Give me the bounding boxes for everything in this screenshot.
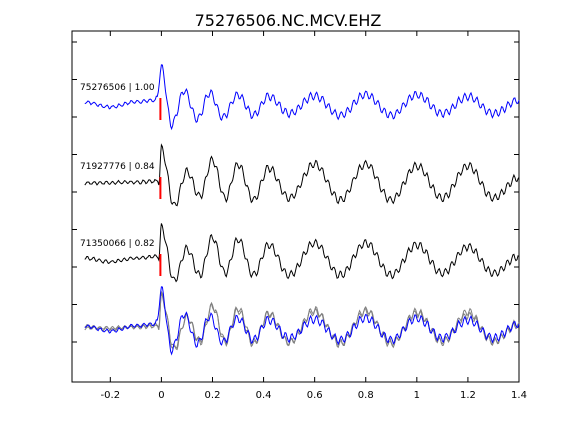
overlay-trace-master: [84, 286, 520, 356]
trace-labels: 75276506 | 1.00 71927776 | 0.84 71350066 |…: [80, 83, 155, 249]
trace-label: 71350066 | 0.82: [80, 239, 155, 249]
x-tick-label: -0.2: [101, 390, 121, 401]
overlay-trace-event: [84, 290, 520, 351]
x-tick-label: 0.2: [205, 390, 221, 401]
y-tick-marks: [72, 41, 519, 343]
trace-label: 71927776 | 0.84: [80, 162, 155, 172]
x-tick-label: 1: [414, 390, 420, 401]
trace-1: [84, 64, 520, 131]
trace-2: [84, 143, 520, 207]
x-tick-label: 0.4: [256, 390, 272, 401]
x-axis: -0.2 0 0.2 0.4 0.6 0.8 1 1.2 1.4: [101, 31, 527, 401]
x-tick-label: 0.8: [358, 390, 374, 401]
x-tick-label: 1.2: [460, 390, 476, 401]
waveform-traces: [84, 64, 520, 356]
x-tick-label: 1.4: [511, 390, 527, 401]
x-tick-label: 0: [158, 390, 164, 401]
trace-3: [84, 223, 520, 283]
x-tick-label: 0.6: [307, 390, 323, 401]
plot-frame: [71, 30, 520, 383]
chart-title: 75276506.NC.MCV.EHZ: [195, 11, 382, 30]
overlay-trace-event: [84, 293, 520, 350]
trace-label: 75276506 | 1.00: [80, 83, 155, 93]
